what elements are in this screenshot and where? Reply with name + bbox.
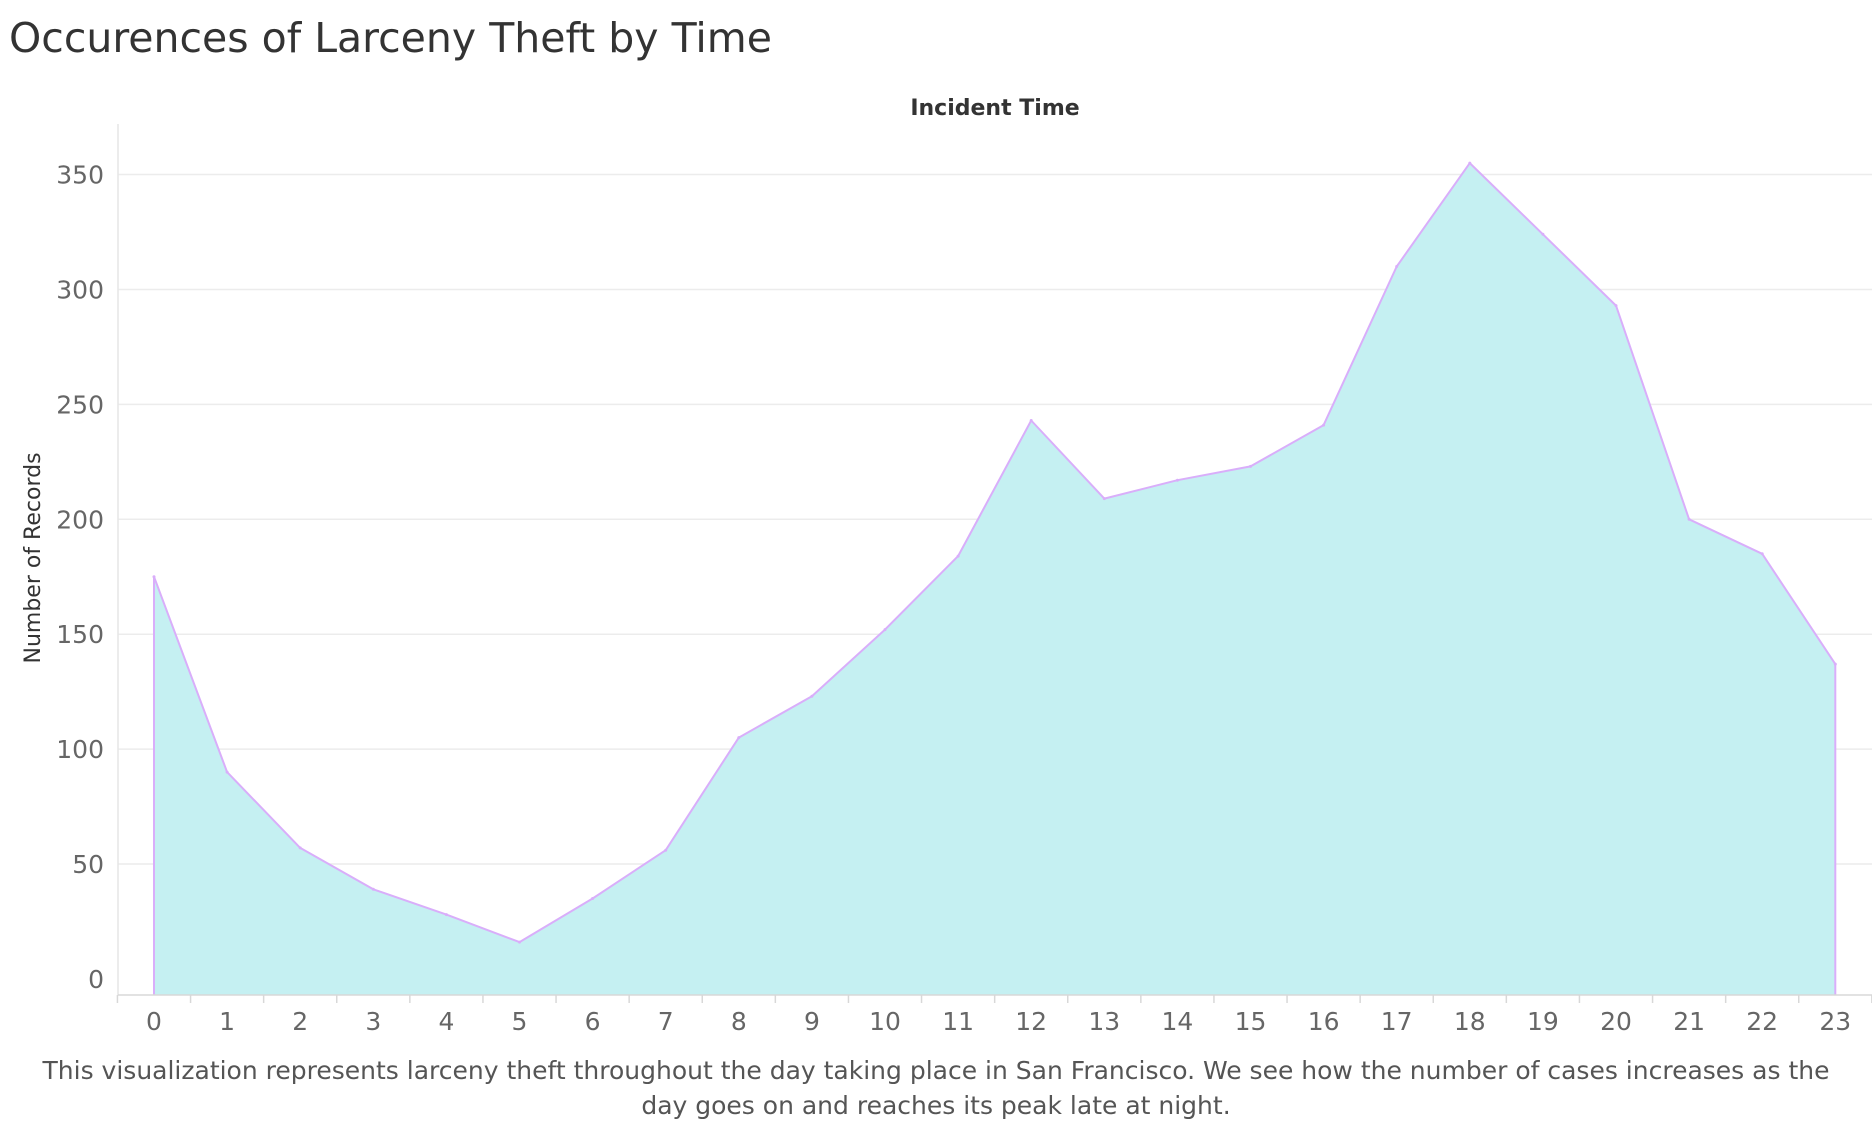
data-point [1468, 161, 1472, 165]
data-point [1322, 423, 1326, 427]
y-tick-label: 250 [56, 390, 104, 419]
data-point [737, 736, 741, 740]
area-outline [153, 162, 1837, 995]
x-tick-label: 21 [1673, 1007, 1705, 1036]
data-point [1395, 265, 1399, 268]
y-tick-label: 50 [72, 850, 104, 879]
data-point [956, 554, 960, 558]
x-tick-label: 11 [942, 1007, 974, 1036]
y-axis-label: Number of Records [21, 452, 46, 663]
data-point [591, 897, 595, 900]
data-point [1175, 478, 1179, 482]
data-point [1687, 517, 1691, 521]
x-tick-label: 15 [1235, 1007, 1267, 1036]
data-point [1760, 552, 1764, 556]
x-axis-header: Incident Time [910, 96, 1079, 121]
x-tick-label: 14 [1161, 1007, 1193, 1036]
data-point [1249, 464, 1252, 468]
y-tick-label: 300 [56, 275, 104, 304]
data-point [371, 887, 375, 891]
x-tick-label: 9 [804, 1007, 820, 1036]
x-tick-label: 5 [512, 1007, 528, 1036]
x-tick-label: 12 [1015, 1007, 1047, 1036]
y-tick-label: 100 [56, 735, 104, 764]
x-tick-label: 16 [1308, 1007, 1340, 1036]
data-point [518, 940, 521, 944]
data-point [1102, 497, 1106, 501]
y-tick-label: 200 [56, 505, 104, 534]
x-tick-label: 17 [1381, 1007, 1413, 1036]
data-point [225, 770, 229, 774]
data-point [1614, 304, 1618, 308]
y-tick-label: 150 [56, 620, 104, 649]
chart-title: Occurences of Larceny Theft by Time [9, 14, 772, 62]
x-tick-label: 3 [365, 1007, 381, 1036]
x-tick-label: 2 [292, 1007, 308, 1036]
y-tick-label: 350 [56, 161, 104, 190]
x-tick-label: 22 [1746, 1007, 1778, 1036]
x-tick-label: 6 [585, 1007, 601, 1036]
data-point [1541, 232, 1545, 236]
data-point [1029, 419, 1033, 422]
x-tick-label: 10 [869, 1007, 901, 1036]
chart-caption: This visualization represents larceny th… [42, 1056, 1830, 1120]
x-tick-label: 1 [219, 1007, 235, 1036]
data-point [664, 848, 668, 852]
x-tick-label: 4 [438, 1007, 454, 1036]
x-tick-label: 8 [731, 1007, 747, 1036]
data-point [810, 694, 814, 698]
x-tick-label: 20 [1600, 1007, 1632, 1036]
x-tick-label: 19 [1527, 1007, 1559, 1036]
data-point [1833, 662, 1837, 666]
data-point [883, 628, 887, 632]
data-point [152, 575, 156, 579]
area-fill [154, 163, 1836, 996]
data-point [444, 913, 448, 917]
plot-area [152, 161, 1837, 996]
y-tick-label: 0 [88, 965, 104, 994]
x-tick-label: 18 [1454, 1007, 1486, 1036]
x-tick-label: 0 [146, 1007, 162, 1036]
data-point [298, 846, 302, 850]
x-tick-label: 23 [1819, 1007, 1851, 1036]
x-tick-label: 7 [658, 1007, 674, 1036]
x-tick-label: 13 [1088, 1007, 1120, 1036]
